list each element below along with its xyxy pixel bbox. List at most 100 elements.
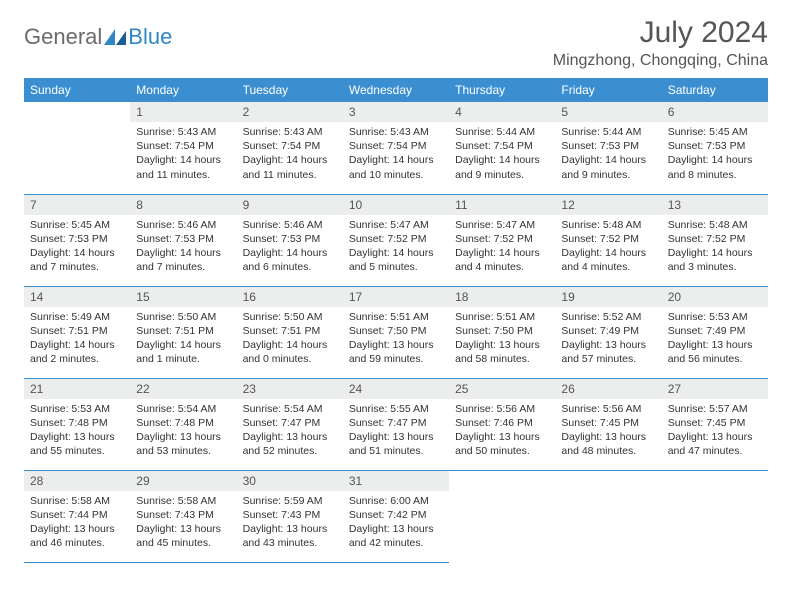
day-line: Sunset: 7:53 PM [136,232,230,246]
day-cell: 2Sunrise: 5:43 AMSunset: 7:54 PMDaylight… [237,102,343,194]
day-line: and 10 minutes. [349,168,443,182]
day-number: 27 [662,379,768,399]
day-line: Sunrise: 5:58 AM [30,494,124,508]
day-number: 21 [24,379,130,399]
day-line: Sunset: 7:51 PM [243,324,337,338]
day-line: Sunset: 7:53 PM [668,139,762,153]
day-line: Daylight: 13 hours [668,430,762,444]
day-line: Daylight: 14 hours [136,246,230,260]
day-number: 2 [237,102,343,122]
day-line: Daylight: 13 hours [455,338,549,352]
day-cell: 7Sunrise: 5:45 AMSunset: 7:53 PMDaylight… [24,194,130,286]
day-number: 28 [24,471,130,491]
day-number: 26 [555,379,661,399]
day-number: 4 [449,102,555,122]
day-line: and 59 minutes. [349,352,443,366]
day-number: 5 [555,102,661,122]
day-line: and 4 minutes. [561,260,655,274]
day-line: Sunset: 7:46 PM [455,416,549,430]
day-line: Daylight: 13 hours [243,522,337,536]
day-line: Sunrise: 5:48 AM [668,218,762,232]
day-line: Sunrise: 5:43 AM [243,125,337,139]
day-content: Sunrise: 6:00 AMSunset: 7:42 PMDaylight:… [343,491,449,554]
day-line: and 11 minutes. [136,168,230,182]
day-cell: 24Sunrise: 5:55 AMSunset: 7:47 PMDayligh… [343,378,449,470]
day-line: Daylight: 13 hours [349,338,443,352]
day-line: Sunrise: 5:46 AM [136,218,230,232]
day-line: Sunset: 7:52 PM [349,232,443,246]
weekday-row: SundayMondayTuesdayWednesdayThursdayFrid… [24,78,768,102]
day-cell: 15Sunrise: 5:50 AMSunset: 7:51 PMDayligh… [130,286,236,378]
day-line: Sunset: 7:51 PM [136,324,230,338]
day-number: 31 [343,471,449,491]
day-cell: 25Sunrise: 5:56 AMSunset: 7:46 PMDayligh… [449,378,555,470]
day-line: Daylight: 14 hours [668,153,762,167]
day-line: Daylight: 13 hours [136,522,230,536]
day-line: Sunrise: 5:51 AM [455,310,549,324]
day-line: and 8 minutes. [668,168,762,182]
weekday-header: Saturday [662,78,768,102]
day-content: Sunrise: 5:54 AMSunset: 7:47 PMDaylight:… [237,399,343,462]
day-line: and 0 minutes. [243,352,337,366]
day-content: Sunrise: 5:54 AMSunset: 7:48 PMDaylight:… [130,399,236,462]
day-content: Sunrise: 5:48 AMSunset: 7:52 PMDaylight:… [555,215,661,278]
calendar-table: SundayMondayTuesdayWednesdayThursdayFrid… [24,78,768,563]
day-cell: 10Sunrise: 5:47 AMSunset: 7:52 PMDayligh… [343,194,449,286]
day-number: 14 [24,287,130,307]
month-title: July 2024 [553,16,768,50]
day-cell: 1Sunrise: 5:43 AMSunset: 7:54 PMDaylight… [130,102,236,194]
calendar-head: SundayMondayTuesdayWednesdayThursdayFrid… [24,78,768,102]
weekday-header: Friday [555,78,661,102]
day-line: and 56 minutes. [668,352,762,366]
day-line: Daylight: 13 hours [30,430,124,444]
title-block: July 2024 Mingzhong, Chongqing, China [553,16,768,70]
day-number: 22 [130,379,236,399]
day-line: Sunset: 7:54 PM [136,139,230,153]
day-line: Sunrise: 5:45 AM [30,218,124,232]
day-cell: 3Sunrise: 5:43 AMSunset: 7:54 PMDaylight… [343,102,449,194]
day-content: Sunrise: 5:51 AMSunset: 7:50 PMDaylight:… [343,307,449,370]
day-content: Sunrise: 5:56 AMSunset: 7:46 PMDaylight:… [449,399,555,462]
day-line: and 48 minutes. [561,444,655,458]
day-line: and 57 minutes. [561,352,655,366]
day-line: Sunset: 7:50 PM [349,324,443,338]
day-cell: 29Sunrise: 5:58 AMSunset: 7:43 PMDayligh… [130,470,236,562]
day-line: and 7 minutes. [30,260,124,274]
day-line: Sunrise: 5:54 AM [243,402,337,416]
day-cell: 9Sunrise: 5:46 AMSunset: 7:53 PMDaylight… [237,194,343,286]
day-line: Sunrise: 5:58 AM [136,494,230,508]
day-line: and 58 minutes. [455,352,549,366]
day-line: Sunset: 7:42 PM [349,508,443,522]
day-line: Daylight: 14 hours [455,153,549,167]
day-number: 23 [237,379,343,399]
day-number: 9 [237,195,343,215]
day-line: Sunrise: 6:00 AM [349,494,443,508]
logo-text-2: Blue [128,24,172,50]
day-line: Daylight: 14 hours [243,153,337,167]
day-line: Sunset: 7:43 PM [136,508,230,522]
day-line: Daylight: 14 hours [668,246,762,260]
day-line: Sunrise: 5:47 AM [455,218,549,232]
day-line: Sunset: 7:53 PM [30,232,124,246]
day-line: and 46 minutes. [30,536,124,550]
day-line: and 9 minutes. [455,168,549,182]
logo: General Blue [24,16,172,50]
day-line: and 3 minutes. [668,260,762,274]
day-cell [449,470,555,562]
day-line: Daylight: 13 hours [455,430,549,444]
day-content: Sunrise: 5:45 AMSunset: 7:53 PMDaylight:… [24,215,130,278]
day-line: Sunset: 7:52 PM [561,232,655,246]
day-line: Sunrise: 5:47 AM [349,218,443,232]
day-content: Sunrise: 5:59 AMSunset: 7:43 PMDaylight:… [237,491,343,554]
day-line: Daylight: 13 hours [136,430,230,444]
day-cell: 30Sunrise: 5:59 AMSunset: 7:43 PMDayligh… [237,470,343,562]
day-content: Sunrise: 5:56 AMSunset: 7:45 PMDaylight:… [555,399,661,462]
day-line: Sunset: 7:48 PM [30,416,124,430]
day-line: Sunrise: 5:46 AM [243,218,337,232]
day-content: Sunrise: 5:57 AMSunset: 7:45 PMDaylight:… [662,399,768,462]
day-cell: 5Sunrise: 5:44 AMSunset: 7:53 PMDaylight… [555,102,661,194]
weekday-header: Tuesday [237,78,343,102]
day-content: Sunrise: 5:58 AMSunset: 7:44 PMDaylight:… [24,491,130,554]
day-cell: 13Sunrise: 5:48 AMSunset: 7:52 PMDayligh… [662,194,768,286]
day-cell: 4Sunrise: 5:44 AMSunset: 7:54 PMDaylight… [449,102,555,194]
